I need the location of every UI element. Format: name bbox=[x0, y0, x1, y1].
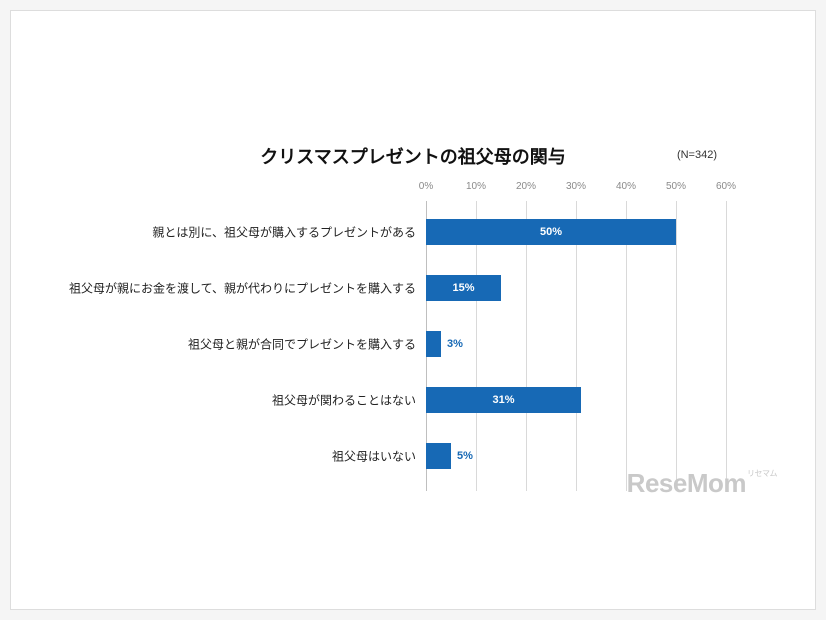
bar: 31% bbox=[426, 387, 581, 413]
chart-card: クリスマスプレゼントの祖父母の関与 (N=342) 0% 10% 20% 30% 40%… bbox=[10, 10, 816, 610]
x-tick-label: 0% bbox=[419, 181, 433, 192]
bar bbox=[426, 443, 451, 469]
x-tick-label: 50% bbox=[666, 181, 686, 192]
bar-value-label: 31% bbox=[492, 394, 514, 406]
sample-size-label: (N=342) bbox=[677, 149, 717, 161]
watermark-sub: リセマム bbox=[747, 469, 777, 478]
watermark-text: ReseMom bbox=[627, 468, 746, 498]
watermark: ReseMomリセマム bbox=[627, 468, 777, 499]
bar-row: 祖父母と親が合同でプレゼントを購入する 3% bbox=[71, 327, 751, 361]
category-label: 祖父母と親が合同でプレゼントを購入する bbox=[188, 336, 416, 353]
x-tick-label: 40% bbox=[616, 181, 636, 192]
chart-title: クリスマスプレゼントの祖父母の関与 bbox=[260, 143, 565, 169]
bar-row: 祖父母が関わることはない 31% bbox=[71, 383, 751, 417]
category-label: 祖父母が関わることはない bbox=[272, 392, 416, 409]
bar-row: 祖父母が親にお金を渡して、親が代わりにプレゼントを購入する 15% bbox=[71, 271, 751, 305]
bar-value-label: 3% bbox=[447, 338, 463, 350]
category-label: 祖父母が親にお金を渡して、親が代わりにプレゼントを購入する bbox=[69, 280, 416, 297]
x-tick-label: 30% bbox=[566, 181, 586, 192]
bar-row: 親とは別に、祖父母が購入するプレゼントがある 50% bbox=[71, 215, 751, 249]
category-label: 祖父母はいない bbox=[332, 448, 416, 465]
bar-value-label: 5% bbox=[457, 450, 473, 462]
chart-area: 0% 10% 20% 30% 40% 50% 60% 親とは別に、祖父母が購入するプレゼント… bbox=[71, 181, 751, 491]
bar: 50% bbox=[426, 219, 676, 245]
category-label: 親とは別に、祖父母が購入するプレゼントがある bbox=[152, 224, 416, 241]
bar bbox=[426, 331, 441, 357]
bar-value-label: 15% bbox=[452, 282, 474, 294]
x-tick-label: 20% bbox=[516, 181, 536, 192]
bar-value-label: 50% bbox=[540, 226, 562, 238]
x-tick-label: 10% bbox=[466, 181, 486, 192]
bar: 15% bbox=[426, 275, 501, 301]
x-tick-label: 60% bbox=[716, 181, 736, 192]
